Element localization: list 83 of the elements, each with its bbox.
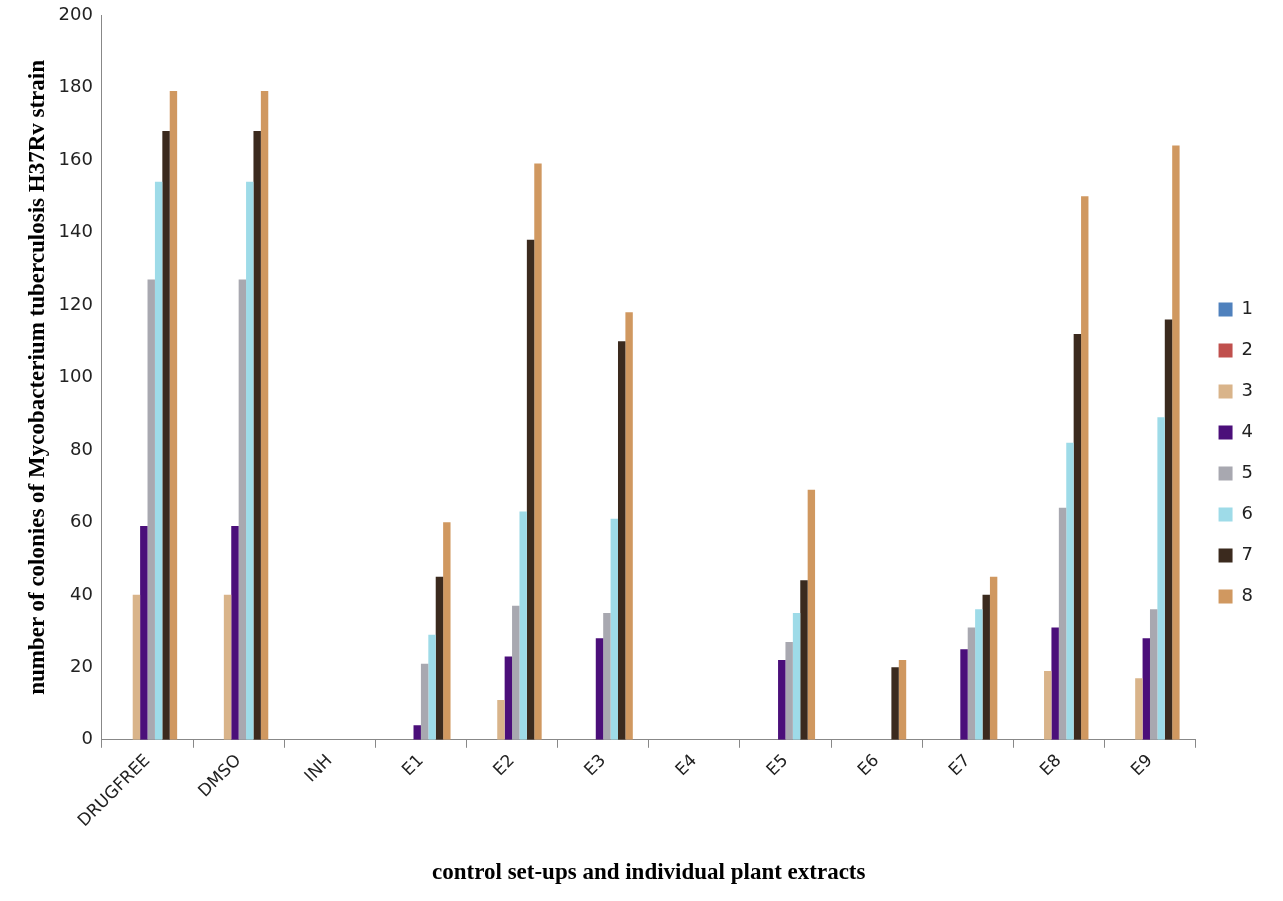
bar bbox=[231, 525, 239, 740]
legend-label: 5 bbox=[1241, 461, 1253, 483]
bar bbox=[595, 638, 604, 740]
y-tick-label: 200 bbox=[58, 2, 93, 24]
x-tick-label: E3 bbox=[579, 749, 610, 780]
x-tick-label: INH bbox=[300, 749, 336, 786]
bar bbox=[526, 239, 535, 740]
bar bbox=[1157, 417, 1165, 740]
bar bbox=[1066, 442, 1074, 740]
bar bbox=[154, 181, 163, 740]
legend-label: 8 bbox=[1241, 584, 1253, 606]
y-tick-label: 180 bbox=[58, 75, 93, 97]
bar bbox=[603, 612, 611, 740]
bar bbox=[443, 522, 451, 740]
x-tick-label: E1 bbox=[397, 749, 427, 780]
y-tick-label: 0 bbox=[81, 727, 93, 749]
x-tick-label: E7 bbox=[944, 749, 974, 780]
y-tick-label: 20 bbox=[70, 654, 93, 676]
bar bbox=[1081, 196, 1089, 740]
y-tick-label: 140 bbox=[58, 220, 93, 242]
bar bbox=[618, 341, 626, 740]
bar bbox=[610, 518, 618, 740]
bar bbox=[800, 580, 808, 740]
bar bbox=[260, 91, 269, 740]
y-tick-label: 120 bbox=[58, 292, 93, 314]
bar bbox=[519, 511, 527, 740]
x-tick-label: E5 bbox=[762, 749, 792, 780]
bar bbox=[435, 576, 444, 740]
bar bbox=[982, 594, 990, 740]
bar bbox=[807, 489, 816, 740]
bar bbox=[253, 130, 261, 740]
bar bbox=[162, 130, 170, 740]
y-axis-title: number of colonies of Mycobacterium tuberculosis H37Rv strain bbox=[23, 59, 49, 695]
bar bbox=[960, 649, 968, 740]
bar bbox=[785, 641, 793, 740]
x-tick-label: E2 bbox=[488, 749, 519, 780]
bar bbox=[625, 312, 633, 740]
y-tick-label: 80 bbox=[70, 437, 93, 459]
bar bbox=[792, 612, 801, 740]
bar bbox=[238, 279, 247, 740]
bar bbox=[512, 605, 520, 740]
x-tick-label: E6 bbox=[853, 749, 883, 780]
bar bbox=[169, 91, 178, 740]
bar bbox=[1058, 507, 1067, 740]
bar bbox=[975, 609, 983, 740]
bar bbox=[1172, 145, 1180, 740]
bar bbox=[497, 699, 505, 740]
bar bbox=[246, 181, 254, 740]
x-tick-label: E8 bbox=[1035, 749, 1065, 780]
y-tick-label: 40 bbox=[70, 582, 93, 604]
legend-label: 6 bbox=[1241, 502, 1253, 524]
x-axis-title: control set-ups and individual plant extracts bbox=[432, 859, 866, 885]
bar bbox=[989, 576, 998, 740]
legend-label: 1 bbox=[1241, 297, 1253, 319]
bar bbox=[898, 660, 907, 740]
x-tick-label: E9 bbox=[1126, 749, 1156, 780]
bar bbox=[504, 656, 513, 740]
legend-label: 4 bbox=[1241, 420, 1253, 442]
bar bbox=[778, 660, 786, 740]
y-tick-label: 60 bbox=[70, 510, 93, 532]
bar bbox=[428, 634, 436, 740]
bar bbox=[1044, 670, 1052, 740]
bar bbox=[967, 627, 976, 740]
bar bbox=[1073, 333, 1082, 740]
y-tick-label: 160 bbox=[58, 147, 93, 169]
y-tick-label: 100 bbox=[58, 365, 93, 387]
bar bbox=[534, 163, 542, 740]
bar bbox=[1135, 678, 1143, 740]
bar bbox=[420, 663, 429, 740]
legend-label: 2 bbox=[1241, 338, 1253, 360]
bar bbox=[1164, 319, 1173, 740]
legend-label: 3 bbox=[1241, 379, 1253, 401]
legend-label: 7 bbox=[1241, 543, 1253, 565]
bar bbox=[147, 279, 155, 740]
bar bbox=[132, 594, 141, 740]
bar bbox=[891, 667, 899, 740]
bar bbox=[140, 525, 148, 740]
bar bbox=[413, 725, 421, 740]
bar bbox=[1142, 638, 1150, 740]
bar bbox=[1149, 609, 1158, 740]
x-tick-label: E4 bbox=[670, 749, 701, 780]
bar bbox=[223, 594, 232, 740]
bar bbox=[1051, 627, 1059, 740]
